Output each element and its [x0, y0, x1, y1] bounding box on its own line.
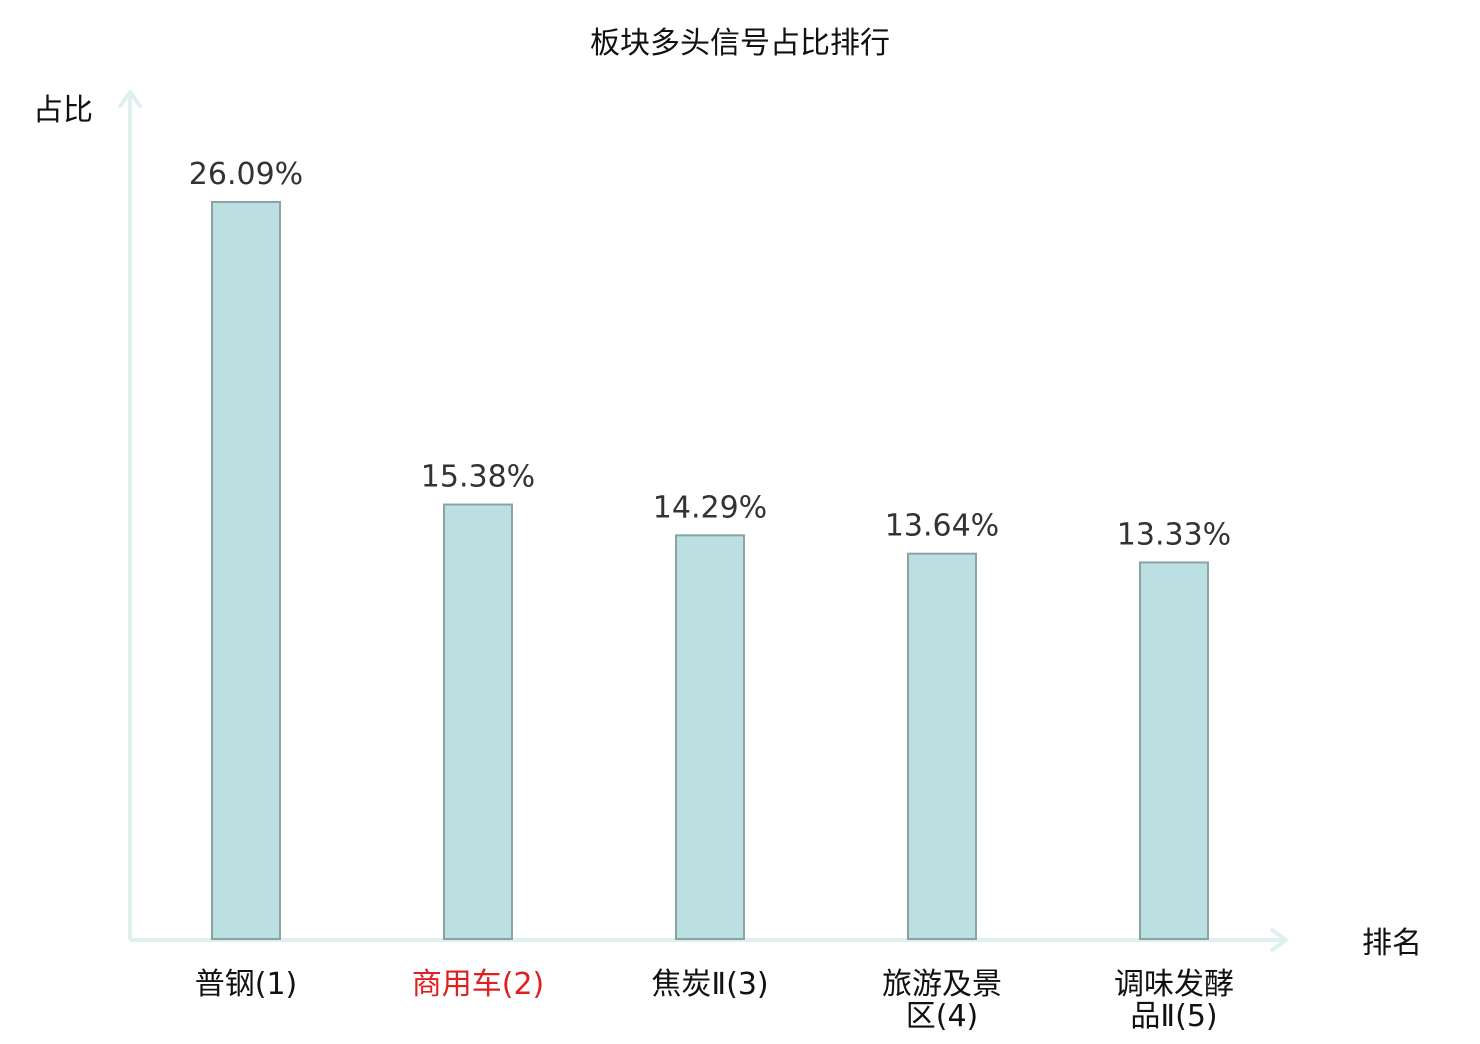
value-label-4: 13.64%: [885, 509, 999, 544]
bar-series: [211, 201, 1209, 940]
axes: [118, 90, 1288, 952]
bar-3: [675, 534, 745, 940]
category-label-4: 旅游及景区(4): [882, 967, 1002, 1034]
bar-1: [211, 201, 281, 940]
value-label-5: 13.33%: [1117, 517, 1231, 552]
value-labels: 26.09% 15.38% 14.29% 13.64% 13.33%: [189, 157, 1231, 552]
y-axis-label: 占比: [33, 93, 93, 128]
bar-4: [907, 552, 977, 940]
category-label-2: 商用车(2): [412, 967, 545, 1002]
category-label-line: 调味发酵: [1114, 967, 1234, 1002]
x-axis-arrow: [1270, 928, 1288, 952]
category-label-1: 普钢(1): [195, 967, 298, 1002]
value-label-1: 26.09%: [189, 157, 303, 192]
category-label-line: 区(4): [906, 999, 979, 1034]
category-label-5: 调味发酵品Ⅱ(5): [1114, 967, 1234, 1034]
category-label-line: 旅游及景: [882, 967, 1002, 1002]
category-label-line: 焦炭Ⅱ(3): [651, 967, 768, 1002]
bar-5: [1139, 561, 1209, 940]
category-label-line: 品Ⅱ(5): [1130, 999, 1217, 1034]
category-label-line: 商用车(2): [412, 967, 545, 1002]
value-label-3: 14.29%: [653, 490, 767, 525]
chart-title: 板块多头信号占比排行: [590, 26, 890, 61]
x-axis-label: 排名: [1362, 926, 1422, 961]
category-label-line: 普钢(1): [195, 967, 298, 1002]
value-label-2: 15.38%: [421, 460, 535, 495]
category-labels: 普钢(1) 商用车(2) 焦炭Ⅱ(3) 旅游及景区(4) 调味发酵品Ⅱ(5): [195, 967, 1234, 1034]
y-axis-arrow: [118, 90, 142, 108]
category-label-3: 焦炭Ⅱ(3): [651, 967, 768, 1002]
bar-2: [443, 503, 513, 940]
